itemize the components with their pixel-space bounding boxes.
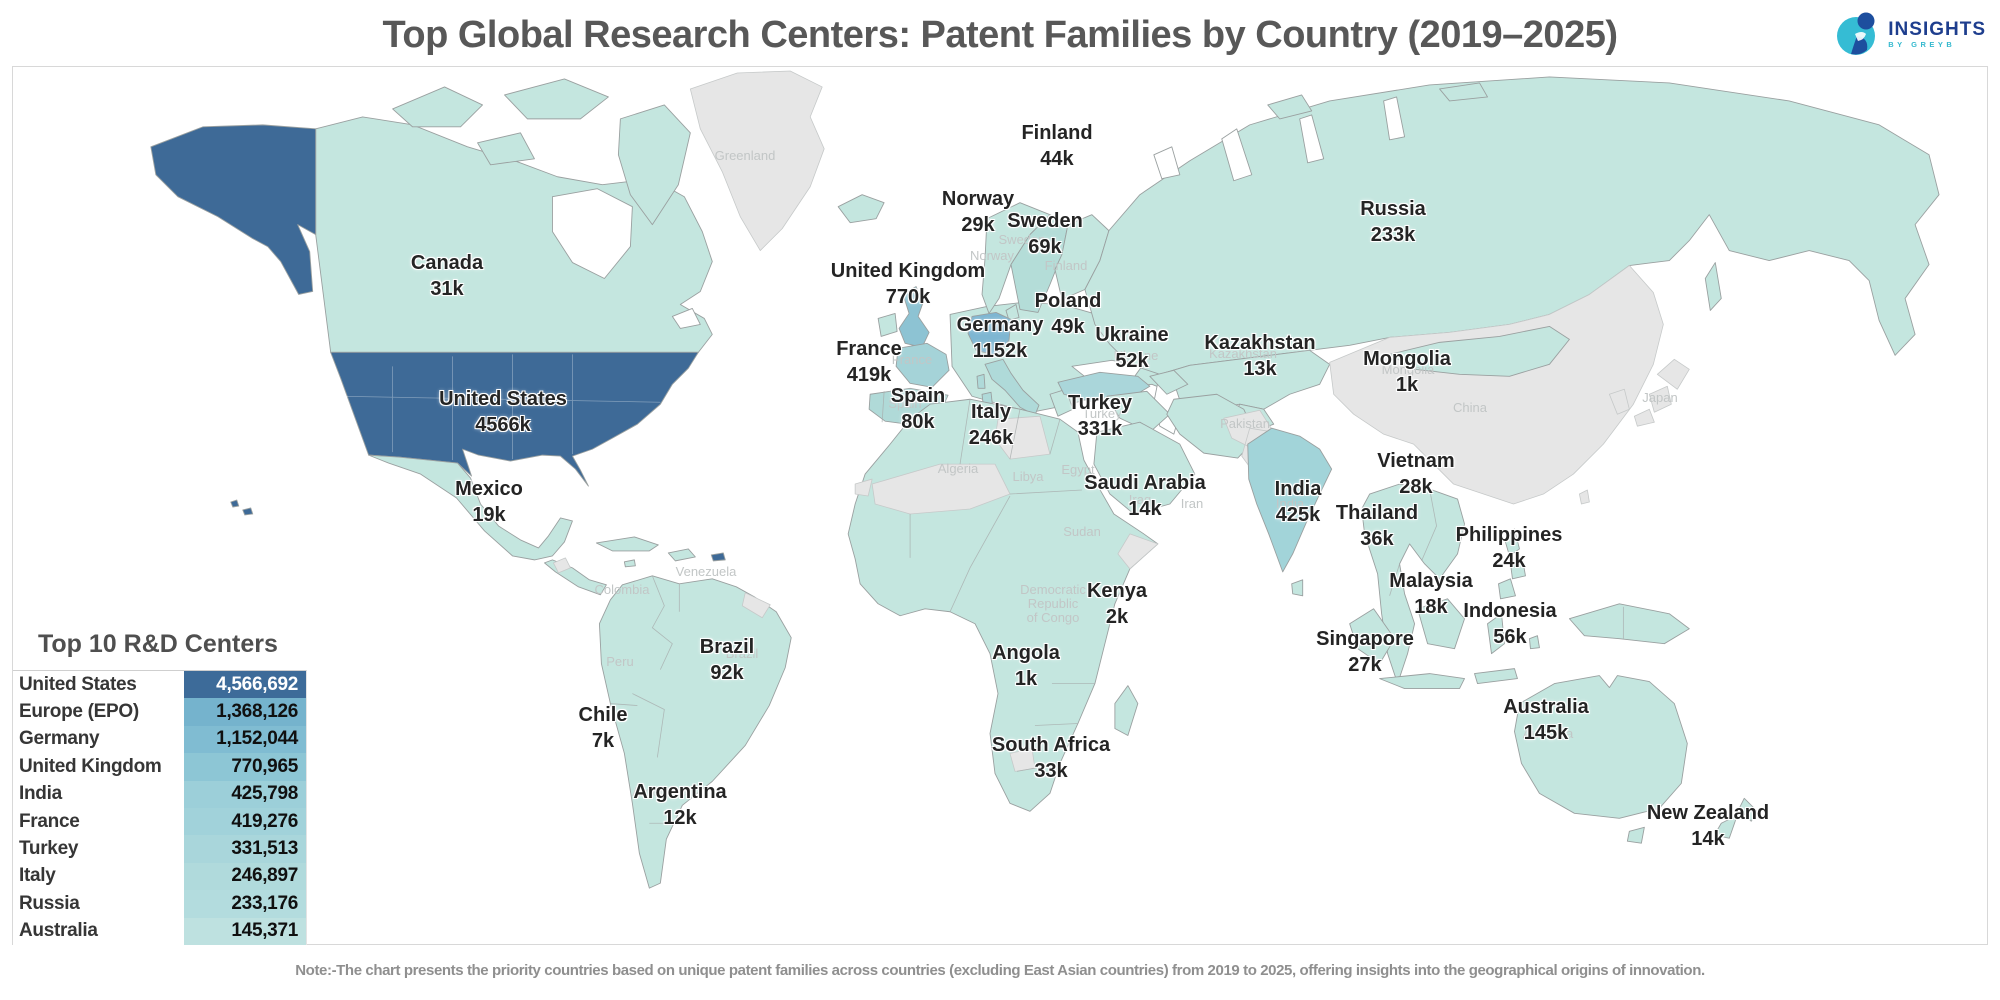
region-greenland[interactable] <box>689 70 825 251</box>
region-levant-iraq[interactable] <box>1106 390 1171 433</box>
arctic-inlets <box>1153 96 1406 182</box>
top10-row-germany[interactable]: Germany 1,152,044 <box>13 725 306 754</box>
country-alaska[interactable] <box>150 124 317 295</box>
top10-country: Turkey <box>19 838 79 860</box>
africa-borders <box>909 399 1095 772</box>
insights-logo-icon <box>1837 12 1876 55</box>
country-new-zealand[interactable] <box>1713 797 1758 839</box>
us-state-lines <box>342 354 661 461</box>
region-africa-gray[interactable] <box>854 415 1159 772</box>
top10-country: United Kingdom <box>19 755 162 777</box>
region-guyanas[interactable] <box>741 592 771 619</box>
country-sri-lanka[interactable] <box>1291 579 1304 597</box>
region-new-guinea[interactable] <box>1568 603 1690 645</box>
country-united-states[interactable] <box>330 351 699 487</box>
country-tasmania[interactable] <box>1626 826 1645 844</box>
top10-value-cell[interactable]: 233,176 <box>184 890 306 918</box>
top10-value-cell[interactable]: 246,897 <box>184 862 306 891</box>
region-central-america-gray[interactable] <box>553 557 571 574</box>
country-australia[interactable] <box>1514 675 1688 819</box>
region-central-america[interactable] <box>544 559 607 596</box>
top10-country: Europe (EPO) <box>19 701 139 723</box>
country-hawaii[interactable] <box>230 499 254 516</box>
country-korea[interactable] <box>1608 388 1630 415</box>
south-america-borders <box>610 575 680 824</box>
country-saudi-arabia[interactable] <box>1093 421 1196 515</box>
legend-title: Top 10 R&D Centers <box>38 630 278 658</box>
top10-value-cell[interactable]: 145,371 <box>184 917 306 945</box>
country-mexico[interactable] <box>368 454 573 561</box>
logo-word: INSIGHTS <box>1888 18 1986 40</box>
top10-value-cell[interactable]: 419,276 <box>184 807 306 836</box>
russia-arctic-islands <box>1267 82 1722 311</box>
indochina-borders <box>1389 488 1437 596</box>
region-canada-arctic[interactable] <box>392 78 691 226</box>
top10-row-united-states[interactable]: United States 4,566,692 <box>13 671 306 699</box>
country-puerto-rico[interactable] <box>710 552 726 562</box>
country-united-kingdom[interactable] <box>898 286 930 348</box>
portugal-border <box>881 391 885 423</box>
country-madagascar[interactable] <box>1114 685 1139 736</box>
gulf-st-lawrence <box>671 308 701 329</box>
world-map-panel <box>12 66 1988 945</box>
country-ireland[interactable] <box>877 312 898 337</box>
region-caucasus[interactable] <box>1149 369 1189 395</box>
region-south-america[interactable] <box>598 575 792 889</box>
country-taiwan[interactable] <box>1579 489 1590 505</box>
country-china[interactable] <box>1329 265 1664 505</box>
country-denmark[interactable] <box>1005 304 1020 321</box>
top10-value-cell[interactable]: 1,368,126 <box>184 698 306 726</box>
top10-row-turkey[interactable]: Turkey 331,513 <box>13 835 306 863</box>
country-france[interactable] <box>895 342 950 388</box>
region-caribbean[interactable] <box>595 536 696 568</box>
country-norway[interactable] <box>981 202 1051 314</box>
country-germany[interactable] <box>967 311 1012 356</box>
top10-value-cell[interactable]: 4,566,692 <box>184 671 306 699</box>
country-indonesia[interactable] <box>1349 598 1540 690</box>
top10-row-italy[interactable]: Italy 246,897 <box>13 862 306 891</box>
country-japan[interactable] <box>1633 358 1690 427</box>
hudson-bay <box>552 188 633 279</box>
top10-country: United States <box>19 673 137 695</box>
country-india[interactable] <box>1247 427 1333 573</box>
world-map[interactable] <box>13 67 1987 944</box>
country-greece[interactable] <box>1049 388 1074 417</box>
top10-country: Italy <box>19 865 56 887</box>
brand-logo: INSIGHTS BY GREYB <box>1836 10 1986 58</box>
top10-country: Russia <box>19 892 80 914</box>
top10-country: France <box>19 810 80 832</box>
country-philippines[interactable] <box>1498 528 1526 600</box>
footnote: Note:-The chart presents the priority co… <box>295 962 1705 979</box>
top10-value-cell[interactable]: 331,513 <box>184 835 306 863</box>
top10-row-europe-epo-[interactable]: Europe (EPO) 1,368,126 <box>13 698 306 726</box>
top10-row-united-kingdom[interactable]: United Kingdom 770,965 <box>13 753 306 781</box>
page-title: Top Global Research Centers: Patent Fami… <box>382 14 1619 56</box>
top10-row-australia[interactable]: Australia 145,371 <box>13 917 306 945</box>
top10-row-india[interactable]: India 425,798 <box>13 780 306 808</box>
top10-country: India <box>19 783 62 805</box>
top10-country: Germany <box>19 728 100 750</box>
region-iceland[interactable] <box>837 194 885 224</box>
top10-value-cell[interactable]: 770,965 <box>184 753 306 781</box>
top10-table: United States 4,566,692 Europe (EPO) 1,368,… <box>13 670 307 945</box>
logo-tagline: BY GREYB <box>1888 39 1956 49</box>
top10-country: Australia <box>19 920 98 942</box>
top10-value-cell[interactable]: 1,152,044 <box>184 725 306 754</box>
country-iran[interactable] <box>1166 393 1258 459</box>
top10-value-cell[interactable]: 425,798 <box>184 780 306 808</box>
country-mongolia[interactable] <box>1389 325 1570 377</box>
top10-row-russia[interactable]: Russia 233,176 <box>13 890 306 918</box>
top10-row-france[interactable]: France 419,276 <box>13 807 306 836</box>
